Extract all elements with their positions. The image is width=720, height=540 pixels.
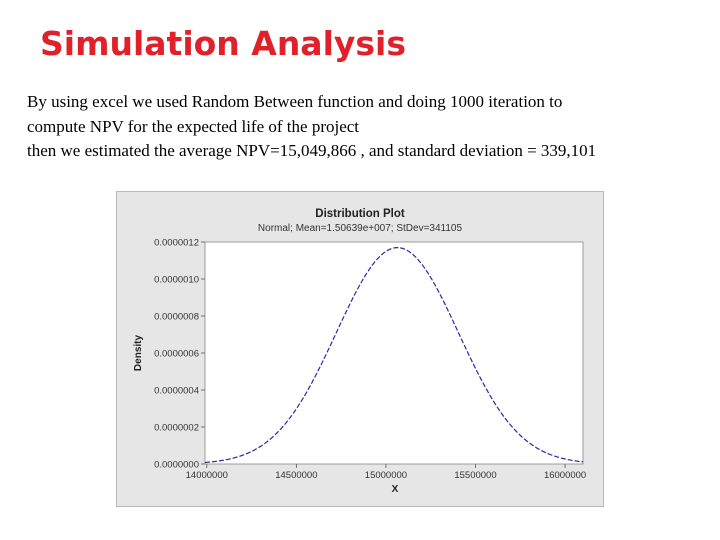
y-tick-label: 0.0000006: [154, 349, 199, 360]
x-tick-label: 14500000: [275, 470, 317, 481]
y-tick-label: 0.0000008: [154, 312, 199, 323]
distribution-plot-frame: Distribution Plot Normal; Mean=1.50639e+…: [116, 191, 604, 507]
y-axis-ticks: 0.0000000 0.0000002 0.0000004 0.0000006 0.00…: [154, 238, 205, 471]
y-tick-label: 0.0000012: [154, 238, 199, 249]
distribution-plot-chart: Distribution Plot Normal; Mean=1.50639e+…: [133, 208, 586, 495]
x-axis-label: X: [392, 484, 399, 495]
description-line-3: then we estimated the average NPV=15,049…: [27, 141, 597, 160]
y-tick-label: 0.0000002: [154, 423, 199, 434]
x-tick-label: 15500000: [454, 470, 496, 481]
description-line-1: By using excel we used Random Between fu…: [27, 92, 563, 111]
description-line-2: compute NPV for the expected life of the…: [27, 116, 360, 136]
y-tick-label: 0.0000004: [154, 386, 199, 397]
x-tick-label: 15000000: [365, 470, 407, 481]
chart-title: Distribution Plot: [315, 208, 405, 220]
plot-area: [204, 241, 584, 465]
chart-subtitle: Normal; Mean=1.50639e+007; StDev=341105: [258, 223, 463, 234]
y-tick-label: 0.0000010: [154, 275, 199, 286]
x-axis-ticks: 14000000 14500000 15000000 15500000 16000000: [186, 464, 586, 481]
y-tick-label: 0.0000000: [154, 460, 199, 471]
slide-title: Simulation Analysis: [40, 24, 406, 63]
y-axis-label: Density: [133, 335, 144, 372]
slide-description: By using excel we used Random Between fu…: [27, 90, 717, 164]
x-tick-label: 16000000: [544, 470, 586, 481]
density-curve-series: [204, 247, 584, 464]
x-tick-label: 14000000: [186, 470, 228, 481]
